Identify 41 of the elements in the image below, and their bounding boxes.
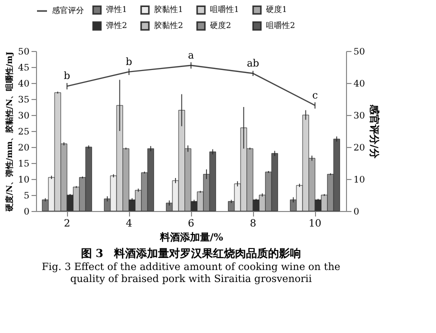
y-tick-label: 25: [18, 128, 30, 138]
y-tick-label: 10: [18, 176, 30, 186]
y2-axis-title: 感官评分/分: [368, 104, 380, 160]
y-tick-label: 35: [18, 96, 30, 106]
x-tick-label: 4: [126, 218, 132, 230]
y-tick-label: 45: [18, 64, 30, 74]
y-tick-label: 40: [18, 80, 30, 90]
y2-tick-label: 0: [354, 208, 360, 218]
annotation: c: [312, 90, 318, 102]
legend-label: 硬度2: [210, 21, 232, 30]
x-tick-label: 8: [250, 218, 256, 230]
annotation: b: [64, 71, 70, 82]
y-tick-label: 20: [18, 144, 30, 154]
legend-label: 胶黏性1: [154, 5, 184, 14]
annotation: ab: [246, 58, 260, 70]
text: Fig. 3 Effect of the additive amount of cooking wine on the quality of braised pork with Siraitia grosvenorii: [42, 262, 340, 285]
y-tick-label: 30: [18, 112, 30, 122]
y-tick-label: 50: [18, 48, 30, 58]
x-axis-title: 料酒添加量/%: [158, 232, 224, 244]
y2-tick-label: 50: [354, 48, 366, 58]
y-tick-label: 5: [24, 192, 30, 202]
legend-label: 感官评分: [52, 6, 84, 15]
y-axis-title: 硬度/N、弹性/mm、胶黏性/N、咀嚼性/mJ: [4, 52, 14, 212]
text: 图 3 料酒添加量对罗汉果红烧肉品质的影响: [80, 247, 302, 260]
legend-label: 弹性1: [106, 5, 128, 14]
legend-label: 胶黏性2: [154, 21, 184, 30]
x-tick-label: 2: [64, 218, 70, 230]
x-tick-label: 6: [188, 218, 194, 230]
y2-tick-label: 40: [354, 80, 366, 90]
x-tick-label: 10: [308, 218, 322, 230]
y2-tick-label: 30: [354, 112, 366, 122]
y-tick-label: 15: [18, 160, 30, 170]
y2-tick-label: 10: [354, 176, 366, 186]
legend-label: 弹性2: [106, 21, 128, 30]
y-tick-label: 0: [24, 208, 30, 218]
legend-label: 咀嚼性1: [210, 5, 240, 14]
annotation: b: [126, 56, 132, 68]
annotation: a: [188, 50, 194, 62]
legend-label: 咀嚼性2: [266, 21, 296, 30]
legend-label: 硬度1: [266, 5, 288, 14]
y2-tick-label: 20: [354, 144, 366, 154]
